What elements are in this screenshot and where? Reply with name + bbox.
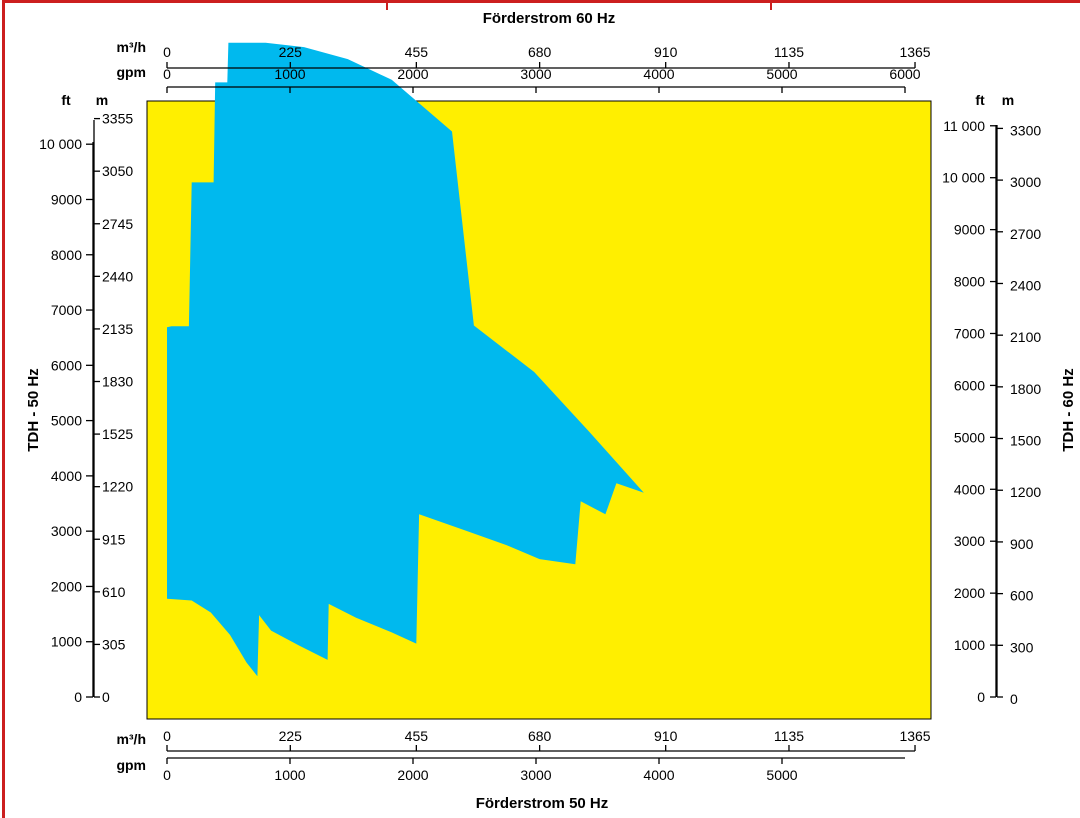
right-unit-ft: ft	[975, 92, 985, 108]
top-axis-title: Förderstrom 60 Hz	[483, 10, 616, 27]
bottom-m3h-scale-tick-label: 910	[654, 728, 678, 744]
right-m-tick-label: 600	[1010, 588, 1034, 604]
right-unit-m: m	[1002, 92, 1014, 108]
bottom-gpm-scale-tick-label: 4000	[643, 767, 674, 783]
right-m-tick-label: 2100	[1010, 329, 1041, 345]
right-ft-tick-label: 2000	[954, 585, 985, 601]
left-m-tick-label: 1525	[102, 426, 133, 442]
bottom-m3h-scale-tick-label: 225	[279, 728, 303, 744]
top-gpm-scale-tick-label: 3000	[520, 66, 551, 82]
right-ft-tick-label: 7000	[954, 325, 985, 341]
right-ft-tick-label: 5000	[954, 429, 985, 445]
bottom-m3h-scale-tick-label: 0	[163, 728, 171, 744]
left-m-tick-label: 2440	[102, 268, 133, 284]
left-unit-m: m	[96, 92, 108, 108]
top-gpm-scale-tick-label: 4000	[643, 66, 674, 82]
left-ft-tick-label: 7000	[51, 302, 82, 318]
right-m-tick-label: 300	[1010, 639, 1034, 655]
left-m-tick-label: 3050	[102, 163, 133, 179]
top-m3h-scale-tick-label: 0	[163, 44, 171, 60]
bottom-unit-m3h: m³/h	[116, 731, 146, 747]
top-gpm-scale-tick-label: 1000	[274, 66, 305, 82]
top-gpm-scale-tick-label: 6000	[889, 66, 920, 82]
right-m-tick-label: 1200	[1010, 484, 1041, 500]
top-m3h-scale-tick-label: 1135	[774, 44, 804, 60]
right-ft-tick-label: 3000	[954, 533, 985, 549]
left-m-tick-label: 3355	[102, 111, 133, 127]
right-m-tick-label: 2700	[1010, 226, 1041, 242]
left-ft-tick-label: 3000	[51, 523, 82, 539]
right-ft-tick-label: 4000	[954, 481, 985, 497]
top-unit-gpm: gpm	[116, 64, 146, 80]
top-m3h-scale-tick-label: 680	[528, 44, 552, 60]
bottom-gpm-scale-tick-label: 0	[163, 767, 171, 783]
left-m-tick-label: 1830	[102, 374, 133, 390]
right-axis-title: TDH - 60 Hz	[1060, 368, 1077, 451]
bottom-gpm-scale-tick-label: 1000	[274, 767, 305, 783]
right-ft-tick-label: 10 000	[942, 170, 985, 186]
left-axis-title: TDH - 50 Hz	[25, 368, 42, 451]
operating-range-area	[167, 42, 644, 677]
left-ft-tick-label: 9000	[51, 191, 82, 207]
right-m-tick-label: 1500	[1010, 433, 1041, 449]
right-m-tick-label: 0	[1010, 691, 1018, 707]
right-m-tick-label: 2400	[1010, 277, 1041, 293]
right-m-tick-label: 3000	[1010, 174, 1041, 190]
bottom-unit-gpm: gpm	[116, 757, 146, 773]
left-m-tick-label: 0	[102, 689, 110, 705]
left-m-tick-label: 305	[102, 636, 126, 652]
bottom-m3h-scale-tick-label: 455	[405, 728, 429, 744]
bottom-gpm-scale-tick-label: 5000	[766, 767, 797, 783]
frame-left-border	[2, 0, 5, 818]
right-ft-tick-label: 0	[977, 689, 985, 705]
left-ft-tick-label: 6000	[51, 357, 82, 373]
left-ft-tick-label: 2000	[51, 578, 82, 594]
right-m-tick-label: 1800	[1010, 381, 1041, 397]
left-m-tick-label: 915	[102, 531, 126, 547]
top-gpm-scale-tick-label: 2000	[397, 66, 428, 82]
right-ft-tick-label: 11 000	[943, 118, 985, 134]
left-unit-ft: ft	[61, 92, 71, 108]
right-ft-tick-label: 1000	[954, 637, 985, 653]
bottom-m3h-scale-tick-label: 1135	[774, 728, 804, 744]
top-m3h-scale-tick-label: 455	[405, 44, 429, 60]
left-m-tick-label: 2135	[102, 321, 133, 337]
top-m3h-scale-tick-label: 225	[279, 44, 303, 60]
right-m-tick-label: 3300	[1010, 122, 1041, 138]
top-gpm-scale-tick-label: 0	[163, 66, 171, 82]
left-ft-tick-label: 4000	[51, 468, 82, 484]
left-m-tick-label: 2745	[102, 216, 133, 232]
frame-top-border	[2, 0, 1080, 3]
left-ft-tick-label: 1000	[51, 634, 82, 650]
top-m3h-scale-tick-label: 910	[654, 44, 678, 60]
bottom-m3h-scale-tick-label: 1365	[899, 728, 930, 744]
top-gpm-scale-tick-label: 5000	[766, 66, 797, 82]
frame-top-marker-2	[770, 0, 772, 10]
left-ft-tick-label: 5000	[51, 413, 82, 429]
bottom-m3h-scale-tick-label: 680	[528, 728, 552, 744]
frame-top-marker-1	[386, 0, 388, 10]
bottom-gpm-scale-tick-label: 2000	[397, 767, 428, 783]
right-m-tick-label: 900	[1010, 536, 1034, 552]
bottom-axis-title: Förderstrom 50 Hz	[476, 795, 609, 812]
left-m-tick-label: 610	[102, 584, 126, 600]
left-ft-tick-label: 8000	[51, 247, 82, 263]
left-ft-tick-label: 0	[74, 689, 82, 705]
bottom-gpm-scale-tick-label: 3000	[520, 767, 551, 783]
right-ft-tick-label: 9000	[954, 222, 985, 238]
top-unit-m3h: m³/h	[116, 39, 146, 55]
left-ft-tick-label: 10 000	[39, 136, 82, 152]
top-m3h-scale-tick-label: 1365	[899, 44, 930, 60]
left-m-tick-label: 1220	[102, 479, 133, 495]
right-ft-tick-label: 6000	[954, 377, 985, 393]
right-ft-tick-label: 8000	[954, 274, 985, 290]
